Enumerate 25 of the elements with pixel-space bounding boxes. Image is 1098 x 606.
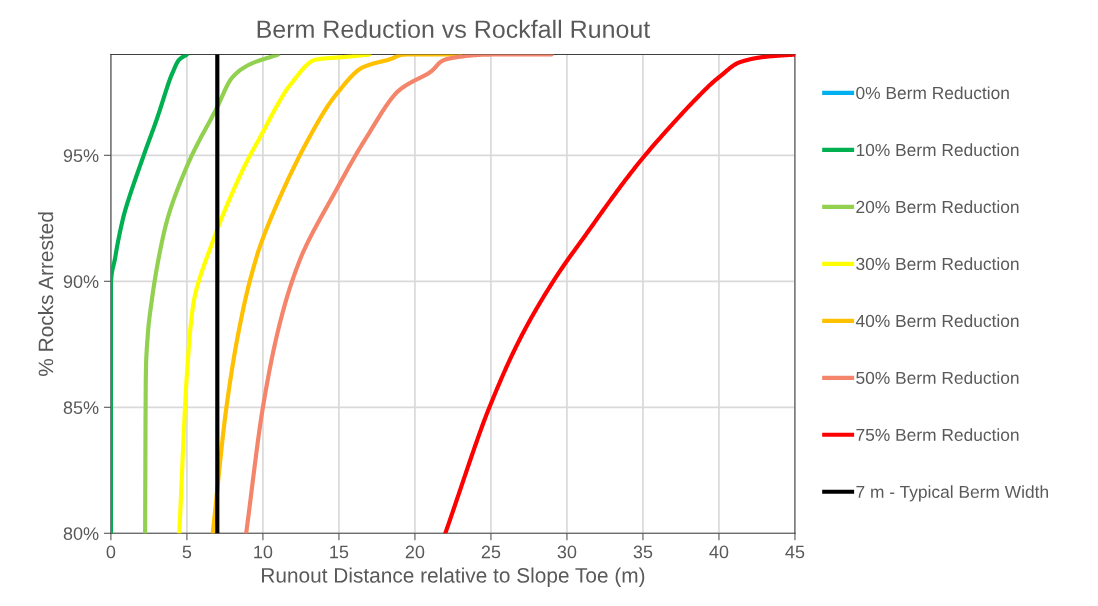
x-tick-label: 10	[254, 545, 273, 559]
x-tick-label: 25	[481, 545, 501, 559]
x-axis-title: Runout Distance relative to Slope Toe (m)	[262, 567, 645, 587]
x-tick-label: 15	[330, 545, 349, 559]
legend-label: 40% Berm Reduction	[855, 314, 1019, 328]
legend-label: 30% Berm Reduction	[856, 257, 1019, 271]
y-tick-label: 95%	[63, 149, 99, 163]
legend-label: 0% Berm Reduction	[856, 86, 1009, 100]
x-tick-label: 0	[106, 545, 116, 559]
x-tick-label: 35	[633, 545, 653, 559]
x-tick-label: 20	[405, 545, 425, 559]
y-tick-label: 90%	[63, 275, 99, 289]
legend-label: 75% Berm Reduction	[856, 428, 1019, 442]
y-tick-label: 85%	[63, 401, 99, 415]
legend-label: 7 m - Typical Berm Width	[856, 485, 1048, 502]
y-tick-label: 80%	[63, 527, 99, 540]
legend-label: 20% Berm Reduction	[856, 200, 1019, 214]
x-tick-label: 40	[709, 545, 729, 559]
legend-label: 10% Berm Reduction	[856, 143, 1019, 157]
y-axis-title: % Rocks Arrested	[37, 212, 54, 376]
x-tick-label: 30	[557, 545, 577, 559]
legend-label: 50% Berm Reduction	[856, 371, 1019, 385]
chart-title: Berm Reduction vs Rockfall Runout	[257, 19, 651, 39]
x-tick-label: 45	[785, 545, 805, 559]
x-tick-label: 5	[182, 545, 192, 559]
